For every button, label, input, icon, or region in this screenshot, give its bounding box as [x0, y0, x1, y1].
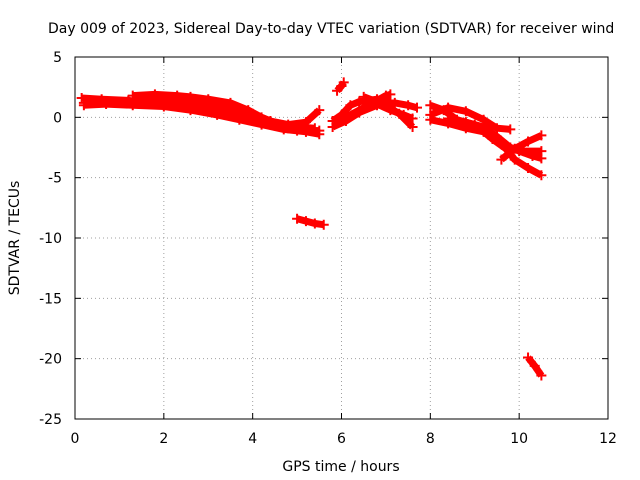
data-point-marker — [354, 96, 365, 107]
data-point-marker — [332, 85, 343, 96]
series-arc-6 — [292, 213, 329, 230]
data-point-marker — [460, 117, 471, 128]
data-point-marker — [194, 97, 205, 108]
data-point-marker — [318, 219, 329, 230]
x-tick-label: 8 — [426, 431, 435, 447]
x-axis-title: GPS time / hours — [282, 459, 399, 475]
data-point-marker — [389, 97, 400, 108]
x-tick-label: 10 — [510, 431, 528, 447]
x-tick-label: 6 — [337, 431, 346, 447]
data-point-marker — [505, 124, 516, 135]
y-tick-label: 0 — [53, 110, 62, 126]
y-axis-title: SDTVAR / TECUs — [7, 181, 23, 296]
data-point-marker — [394, 108, 405, 119]
data-point-marker — [509, 154, 520, 165]
data-point-marker — [403, 100, 414, 111]
series-line — [362, 93, 416, 130]
data-point-marker — [292, 213, 303, 224]
data-point-marker — [336, 114, 347, 125]
series-line — [499, 132, 543, 163]
y-tick-label: -20 — [39, 352, 62, 368]
data-point-marker — [443, 102, 454, 113]
x-tick-label: 0 — [71, 431, 80, 447]
data-point-marker — [536, 130, 547, 141]
data-point-marker — [536, 170, 547, 181]
data-point-marker — [127, 90, 138, 101]
data-point-marker — [491, 123, 502, 134]
x-tick-label: 12 — [599, 431, 617, 447]
data-point-marker — [327, 121, 338, 132]
data-point-marker — [212, 102, 223, 113]
data-point-marker — [412, 102, 423, 113]
data-point-marker — [247, 113, 258, 124]
data-point-marker — [536, 146, 547, 157]
data-point-marker — [407, 113, 418, 124]
data-point-marker — [354, 105, 365, 116]
data-point-marker — [292, 125, 303, 136]
series-arc-5 — [176, 95, 325, 136]
data-point-marker — [229, 107, 240, 118]
y-tick-label: -25 — [39, 412, 62, 428]
series-arc-14 — [425, 102, 516, 135]
data-point-marker — [225, 97, 236, 108]
data-point-marker — [358, 91, 369, 102]
y-tick-label: -5 — [48, 171, 62, 187]
data-point-marker — [443, 113, 454, 124]
data-point-marker — [185, 105, 196, 116]
data-point-marker — [101, 99, 112, 110]
data-point-marker — [127, 100, 138, 111]
data-point-marker — [300, 216, 311, 227]
data-point-marker — [172, 90, 183, 101]
data-point-marker — [407, 121, 418, 132]
data-point-marker — [338, 77, 349, 88]
series-arc-16 — [443, 113, 547, 157]
data-point-marker — [158, 101, 169, 112]
data-point-marker — [478, 121, 489, 132]
axis-ticks: 0 2 4 6 8 10 12 5 0 -5 -10 -15 -20 -25 — [39, 50, 617, 447]
data-point-marker — [385, 89, 396, 100]
chart-title: Day 009 of 2023, Sidereal Day-to-day VTE… — [48, 21, 614, 37]
data-point-marker — [380, 90, 391, 101]
data-series — [76, 77, 547, 381]
y-tick-label: 5 — [53, 50, 62, 66]
data-point-marker — [176, 95, 187, 106]
data-point-marker — [314, 125, 325, 136]
data-point-marker — [309, 218, 320, 229]
x-tick-label: 2 — [159, 431, 168, 447]
data-point-marker — [345, 100, 356, 111]
data-point-marker — [529, 360, 540, 371]
data-point-marker — [78, 100, 89, 111]
x-tick-label: 4 — [248, 431, 257, 447]
y-tick-label: -10 — [39, 231, 62, 247]
data-point-marker — [425, 100, 436, 111]
data-point-marker — [491, 131, 502, 142]
series-arc-17 — [496, 130, 547, 165]
series-arc-7 — [332, 77, 349, 96]
data-point-marker — [380, 100, 391, 111]
data-point-marker — [460, 106, 471, 117]
y-tick-label: -15 — [39, 291, 62, 307]
data-point-marker — [509, 143, 520, 154]
data-point-marker — [269, 120, 280, 131]
data-point-marker — [425, 114, 436, 125]
data-point-marker — [76, 93, 87, 104]
data-point-marker — [496, 154, 507, 165]
series-arc-12 — [358, 91, 418, 132]
data-point-marker — [523, 352, 534, 363]
data-point-marker — [314, 105, 325, 116]
data-point-marker — [523, 163, 534, 174]
data-point-marker — [536, 370, 547, 381]
data-point-marker — [523, 136, 534, 147]
series-arc-18 — [523, 352, 547, 381]
data-point-marker — [149, 89, 160, 100]
